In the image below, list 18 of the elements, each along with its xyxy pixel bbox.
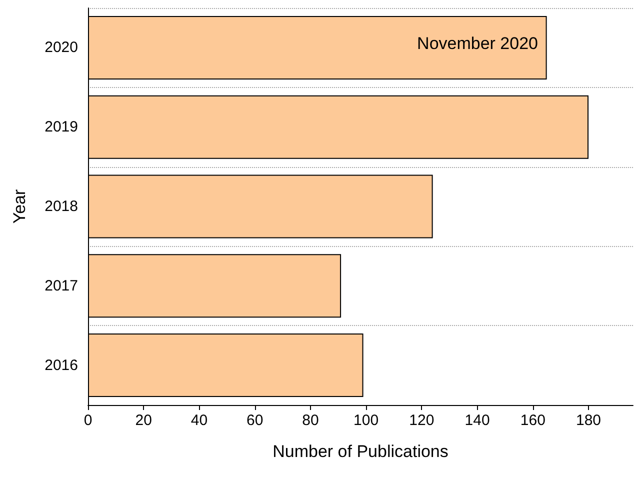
y-tick-label: 2020 (44, 39, 78, 56)
annotation: November 2020 (417, 34, 538, 53)
y-tick-label: 2019 (44, 118, 78, 136)
x-axis-title: Number of Publications (272, 442, 448, 461)
y-axis-title: Year (10, 188, 29, 224)
x-tick-label: 80 (302, 412, 319, 429)
x-tick-label: 60 (246, 412, 264, 429)
y-tick-label: 2017 (44, 277, 78, 294)
x-tick-label: 40 (190, 412, 208, 429)
x-tick-label: 160 (520, 412, 546, 429)
y-tick-label: 2018 (44, 198, 78, 215)
x-tick-label: 140 (464, 412, 490, 429)
x-tick-label: 180 (576, 412, 602, 429)
x-tick-label: 100 (354, 412, 379, 429)
y-tick-label: 2016 (44, 356, 78, 374)
x-tick-label: 20 (135, 412, 152, 429)
x-tick-label: 120 (409, 412, 434, 429)
x-tick-label: 0 (84, 412, 92, 429)
